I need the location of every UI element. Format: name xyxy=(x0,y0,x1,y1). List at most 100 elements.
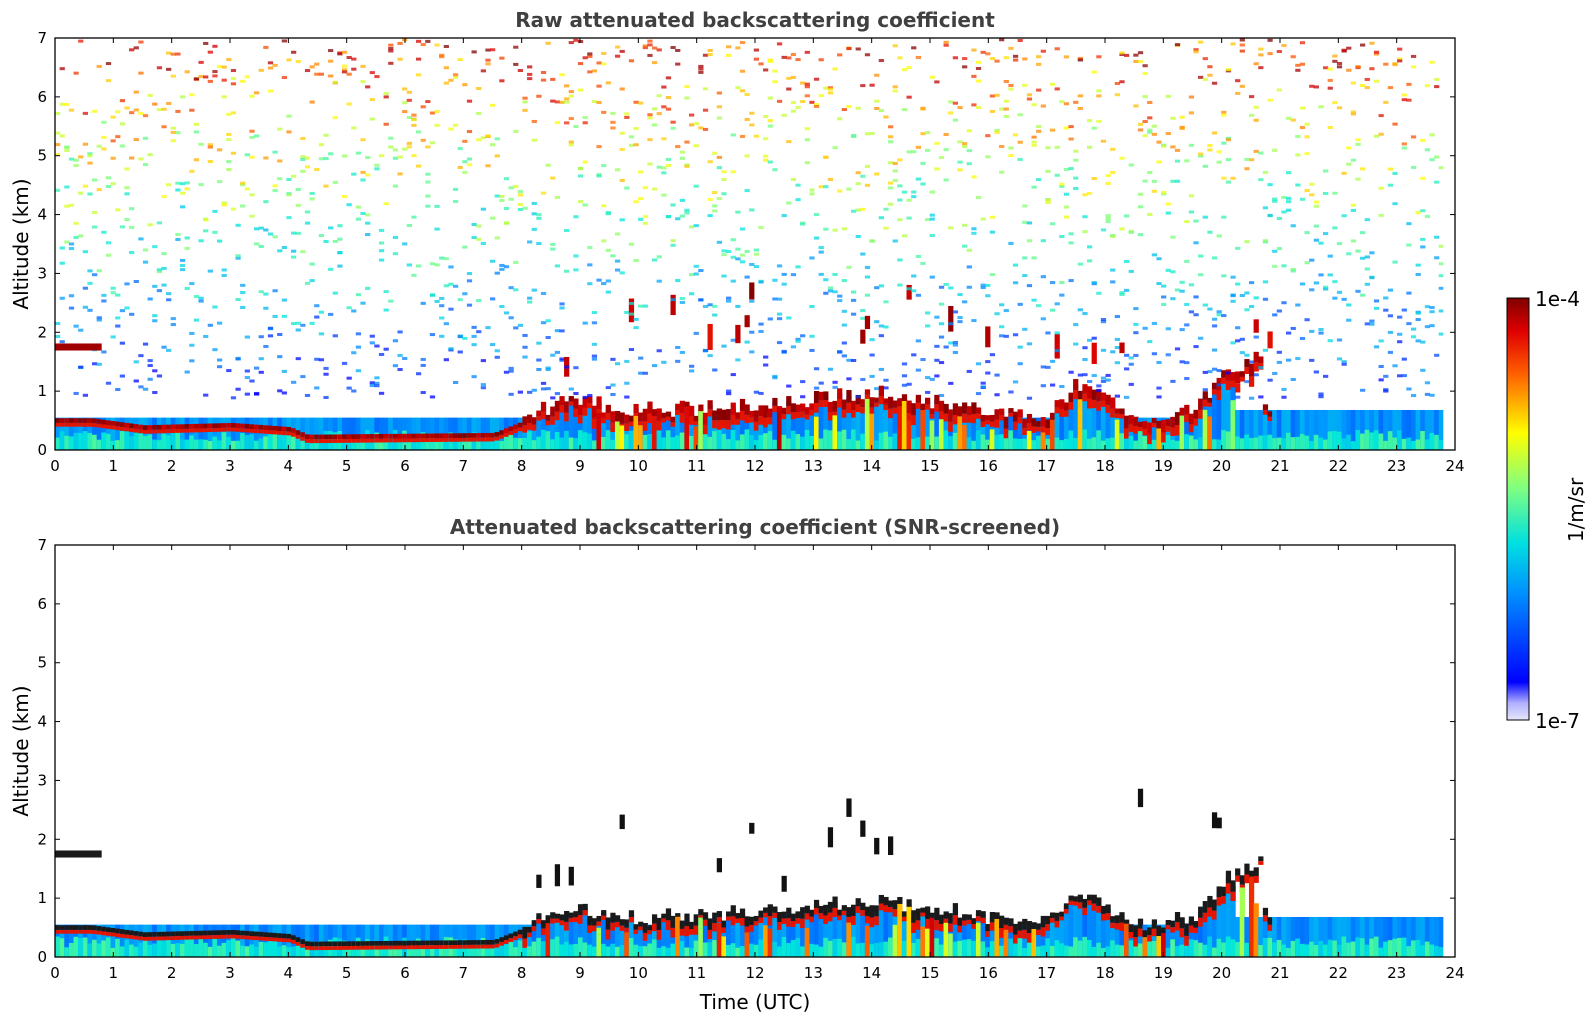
noise-cell xyxy=(425,100,431,104)
noise-cell xyxy=(485,58,491,62)
noise-cell xyxy=(277,177,283,181)
heat-cell xyxy=(466,945,473,957)
noise-cell xyxy=(1392,202,1398,206)
layer-cell xyxy=(1049,918,1056,923)
noise-cell xyxy=(1151,189,1158,193)
noise-cell xyxy=(610,126,616,130)
layer-cell xyxy=(448,945,454,949)
noise-cell xyxy=(577,200,584,204)
heat-cell xyxy=(1216,938,1222,957)
noise-cell xyxy=(1373,306,1380,310)
heat-cell xyxy=(198,439,204,450)
y-tick-label: 2 xyxy=(37,323,47,341)
noise-cell xyxy=(286,58,292,62)
noise-cell xyxy=(1207,370,1213,374)
layer-cell xyxy=(966,914,972,920)
noise-cell xyxy=(1313,204,1319,208)
heat-cell xyxy=(1272,916,1278,957)
noise-cell xyxy=(179,191,186,195)
noise-cell xyxy=(1304,231,1310,235)
noise-cell xyxy=(980,385,986,389)
layer-cell xyxy=(749,410,755,418)
layer-cell xyxy=(277,933,283,938)
cloud-cell xyxy=(1267,331,1273,349)
x-tick-label: 13 xyxy=(804,457,823,475)
noise-cell xyxy=(1008,154,1014,158)
x-tick-label: 14 xyxy=(862,964,881,982)
layer-cell xyxy=(753,921,760,926)
layer-cell xyxy=(328,946,334,950)
heat-cell xyxy=(499,937,505,957)
heat-cell xyxy=(767,431,773,450)
noise-cell xyxy=(633,100,639,104)
noise-cell xyxy=(559,302,565,306)
heat-cell xyxy=(392,924,399,957)
layer-cell xyxy=(545,915,551,926)
layer-cell xyxy=(1040,927,1046,937)
heat-cell xyxy=(730,910,736,957)
noise-cell xyxy=(527,240,533,244)
heat-cell xyxy=(1244,409,1250,450)
heat-cell xyxy=(1151,439,1158,450)
heat-cell xyxy=(193,439,200,450)
layer-cell xyxy=(1230,372,1236,381)
heat-cell xyxy=(1429,409,1435,450)
noise-cell xyxy=(841,323,847,327)
heat-cell xyxy=(304,946,311,957)
layer-cell xyxy=(508,938,514,942)
noise-cell xyxy=(698,298,704,302)
noise-cell xyxy=(212,209,218,213)
noise-cell xyxy=(1031,185,1037,189)
layer-cell xyxy=(971,413,977,424)
noise-cell xyxy=(749,111,755,115)
heat-cell xyxy=(434,947,440,957)
noise-cell xyxy=(1105,181,1111,185)
noise-cell xyxy=(1327,86,1333,90)
noise-cell xyxy=(735,247,741,251)
cloud-cell xyxy=(1137,788,1144,808)
y-tick-label: 6 xyxy=(37,88,47,106)
noise-cell xyxy=(957,168,963,172)
noise-cell xyxy=(101,135,107,139)
x-tick-label: 3 xyxy=(225,964,235,982)
heat-cell xyxy=(540,924,547,957)
noise-cell xyxy=(64,148,70,152)
noise-cell xyxy=(721,192,727,196)
layer-cell xyxy=(527,414,533,424)
layer-cell xyxy=(827,412,834,421)
heat-cell xyxy=(1022,948,1028,957)
panel-screened-ylabel: Altitude (km) xyxy=(9,685,33,816)
plume-cell xyxy=(675,916,681,957)
noise-cell xyxy=(101,120,107,124)
noise-cell xyxy=(73,235,79,239)
noise-cell xyxy=(1360,83,1366,87)
noise-cell xyxy=(402,87,408,91)
layer-cell xyxy=(429,438,436,442)
layer-cell xyxy=(318,439,325,444)
noise-cell xyxy=(758,391,764,395)
heat-cell xyxy=(1323,916,1329,957)
noise-cell xyxy=(383,202,389,206)
noise-cell xyxy=(786,87,792,91)
x-tick-label: 3 xyxy=(225,457,235,475)
heat-cell xyxy=(457,441,463,450)
noise-cell xyxy=(1341,360,1347,364)
layer-cell xyxy=(457,940,463,945)
noise-cell xyxy=(1096,291,1102,295)
layer-cell xyxy=(1119,408,1125,415)
noise-cell xyxy=(1165,94,1171,98)
noise-cell xyxy=(230,82,237,86)
noise-cell xyxy=(230,111,237,115)
noise-cell xyxy=(314,167,320,171)
noise-cell xyxy=(1022,57,1028,61)
noise-cell xyxy=(402,356,408,360)
layer-cell xyxy=(55,418,61,423)
heat-cell xyxy=(1096,395,1102,450)
noise-cell xyxy=(1369,41,1375,45)
heat-cell xyxy=(661,437,667,450)
layer-cell xyxy=(1174,922,1181,931)
noise-cell xyxy=(189,282,195,286)
noise-cell xyxy=(721,253,727,257)
heat-cell xyxy=(184,417,190,450)
noise-cell xyxy=(591,311,598,315)
